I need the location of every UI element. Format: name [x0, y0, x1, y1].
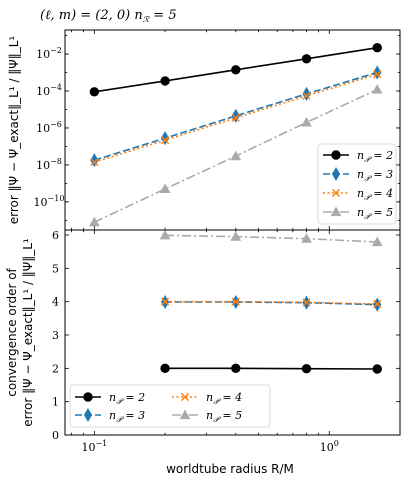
legend-marker [180, 392, 190, 402]
bottom-legend: n𝒫 = 2 n𝒫 = 3 n𝒫 = 4 n𝒫 = 5 [69, 384, 271, 428]
series-line [165, 234, 378, 243]
data-point [301, 116, 312, 127]
legend-label: n𝒫 = 4 [206, 391, 242, 406]
bottom-panel: 0 1 2 3 4 5 6 10−1 100 convergence order of error … [5, 229, 401, 454]
legend-marker [83, 408, 93, 422]
x-axis-label: worldtube radius R/M [166, 462, 294, 476]
bottom-y-axis-label-line2: error ‖Ψ − Ψ_exact‖_L¹ / ‖Ψ‖_L¹ [21, 238, 35, 427]
x-tick-label: 100 [320, 439, 339, 454]
data-point [371, 84, 383, 94]
data-point [159, 183, 171, 194]
y-tick-label: 10−10 [34, 194, 65, 209]
data-point [373, 70, 382, 79]
figure-title: (ℓ, m) = (2, 0) nℛ = 5 [40, 8, 177, 24]
legend-marker [179, 409, 191, 420]
data-point [90, 158, 99, 167]
data-point [301, 233, 312, 243]
data-point [231, 363, 241, 374]
legend-marker [331, 150, 341, 160]
data-point [301, 363, 312, 374]
y-tick-label: 5 [52, 262, 59, 275]
legend-label: n𝒫 = 5 [206, 409, 242, 424]
data-point [371, 236, 383, 247]
y-tick-label: 6 [52, 229, 59, 242]
y-tick-label: 2 [52, 362, 59, 375]
legend-label: n𝒫 = 4 [357, 187, 393, 202]
data-point [372, 43, 382, 53]
data-point [160, 76, 170, 86]
legend-frame [69, 384, 271, 428]
series-line [165, 300, 378, 305]
y-tick-label: 10−2 [36, 46, 62, 61]
legend-marker [330, 206, 342, 217]
legend-label: n𝒫 = 3 [357, 168, 393, 183]
top-panel: 10−10 10−8 10−6 10−4 10−2 error ‖Ψ − Ψ_exact‖… [7, 29, 401, 231]
y-tick-label: 10−8 [36, 157, 62, 172]
y-tick-label: 10−4 [36, 83, 62, 98]
data-point [160, 297, 170, 306]
data-point [302, 298, 311, 307]
data-point [89, 216, 100, 227]
data-point [373, 299, 382, 309]
top-y-axis-label: error ‖Ψ − Ψ_exact‖_L¹ / ‖Ψ‖_L¹ [7, 36, 21, 225]
series-line [165, 367, 378, 370]
bottom-y-axis-label-line1: convergence order of [5, 267, 19, 396]
y-tick-label: 10−6 [36, 120, 62, 135]
data-point [159, 229, 171, 240]
legend-label: n𝒫 = 3 [109, 409, 145, 424]
bottom-axes-frame [64, 229, 401, 436]
legend-frame [317, 143, 397, 225]
legend-label: n𝒫 = 2 [357, 149, 393, 164]
legend-marker [83, 392, 93, 402]
data-point [231, 297, 240, 306]
data-point [231, 65, 241, 75]
x-tick-label: 10−1 [81, 439, 107, 454]
data-point [230, 150, 242, 161]
y-tick-label: 0 [52, 429, 59, 442]
data-point [231, 113, 240, 122]
legend-marker [331, 188, 341, 198]
legend-label: n𝒫 = 5 [357, 206, 393, 221]
y-tick-label: 3 [52, 329, 59, 342]
legend-marker [331, 167, 341, 181]
data-point [160, 136, 170, 145]
data-point [89, 87, 100, 97]
data-point [230, 231, 242, 241]
top-legend: n𝒫 = 2 n𝒫 = 3 n𝒫 = 4 n𝒫 = 5 [317, 143, 397, 225]
data-point [160, 363, 170, 374]
data-point [372, 364, 382, 374]
series-line [94, 71, 378, 161]
data-point [301, 54, 312, 64]
y-tick-label: 1 [52, 396, 59, 409]
y-tick-label: 4 [52, 296, 59, 309]
legend-label: n𝒫 = 2 [109, 391, 145, 406]
data-point [302, 91, 311, 100]
